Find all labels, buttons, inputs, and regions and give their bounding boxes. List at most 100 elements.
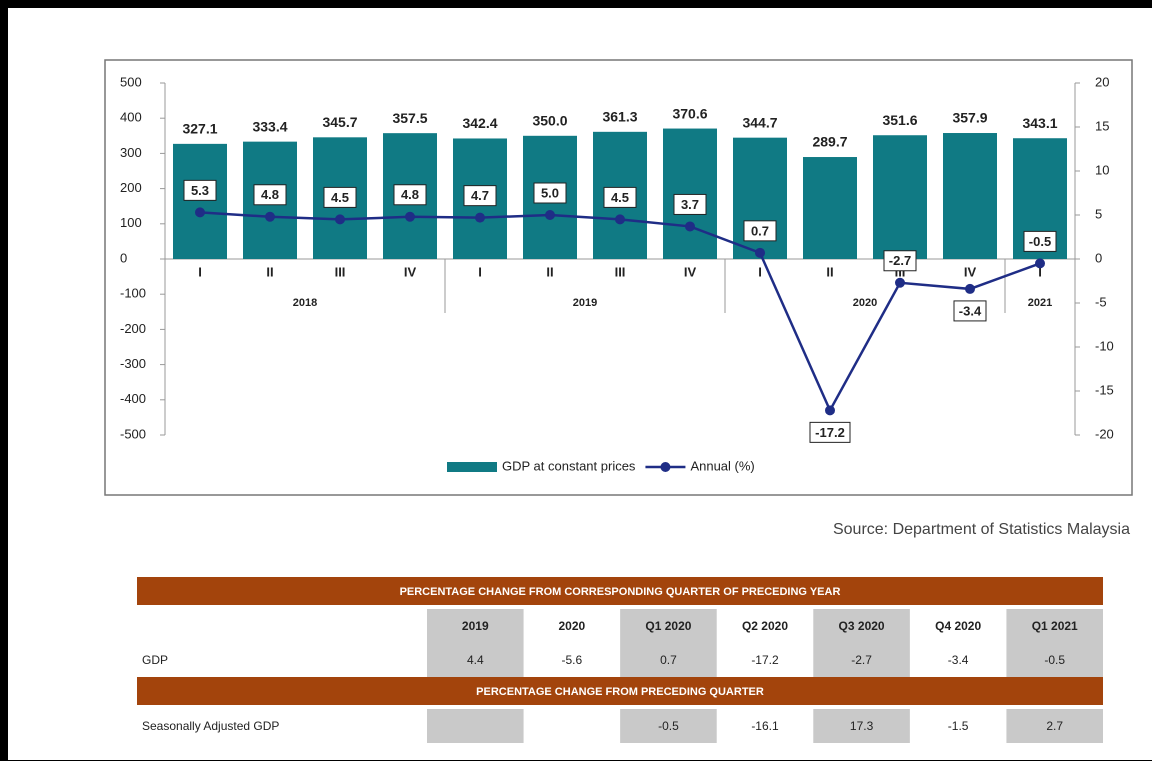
x-tick-label: I [758,264,762,279]
y-tick-label: 0 [120,250,127,265]
cell: 2.7 [1046,719,1063,733]
cell: -3.4 [948,653,969,667]
cell-shade [620,709,717,743]
line-marker [755,247,765,258]
line-marker [545,210,555,220]
line-label: 4.7 [471,188,489,203]
y2-tick-label: -20 [1095,426,1114,441]
y2-tick-label: -15 [1095,382,1114,397]
line-label: 5.3 [191,183,209,198]
y2-tick-label: 0 [1095,250,1102,265]
column-header: Q1 2020 [645,619,691,633]
line-marker [1035,258,1045,269]
cell-shade [813,643,910,677]
line-label: 4.5 [611,190,629,205]
line-marker [475,212,485,223]
legend-label: Annual (%) [690,458,754,473]
row-label: Seasonally Adjusted GDP [142,719,279,733]
bar [873,135,927,259]
line-label-box [953,300,987,322]
x-tick-label: II [266,264,273,279]
line-label: 3.7 [681,197,699,212]
line-label: -3.4 [959,303,982,318]
cell: -2.7 [851,653,872,667]
cell-shade [427,709,524,743]
x-tick-label: I [478,264,482,279]
cell-shade [1006,643,1103,677]
y-tick-label: -500 [120,426,146,441]
line-marker [195,207,205,218]
line-marker [615,214,625,225]
column-header: 2020 [559,619,586,633]
column-shade [813,609,910,643]
x-tick-label: II [826,264,833,279]
line-marker [405,211,415,222]
line-marker [335,214,345,225]
y2-tick-label: 15 [1095,118,1109,133]
x-tick-label: II [546,264,553,279]
column-header: Q1 2021 [1032,619,1078,633]
x-tick-label: I [198,264,202,279]
line-marker [825,405,835,416]
legend-marker [660,462,671,472]
line-label-box [183,179,217,201]
line-label: 0.7 [751,223,769,238]
column-shade [620,609,717,643]
x-tick-label: III [615,264,626,279]
line-label: 4.8 [261,187,279,202]
line-label-box [463,185,497,207]
column-header: Q3 2020 [839,619,885,633]
y-tick-label: -200 [120,321,146,336]
line-label: 4.5 [331,190,349,205]
y2-tick-label: 20 [1095,74,1109,89]
y2-tick-label: -10 [1095,338,1114,353]
group-label: 2019 [573,297,597,309]
x-tick-label: III [335,264,346,279]
line-marker [685,221,695,232]
bar-label: 327.1 [182,121,217,137]
line-label-box [673,193,707,215]
column-header: Q2 2020 [742,619,788,633]
group-label: 2018 [293,297,317,309]
y2-tick-label: 5 [1095,206,1102,221]
bar-label: 344.7 [742,114,777,130]
line-label-box [603,186,637,208]
y-tick-label: 200 [120,180,142,195]
bar-label: 357.9 [952,110,987,126]
cell: -0.5 [658,719,679,733]
cell: 17.3 [850,719,874,733]
bar-label: 361.3 [602,109,637,125]
y-tick-label: 100 [120,215,142,230]
line-label-box [883,250,917,272]
y2-tick-label: 10 [1095,162,1109,177]
line-label: 4.8 [401,187,419,202]
row-label: GDP [142,653,168,667]
y-tick-label: -300 [120,356,146,371]
cell: -0.5 [1044,653,1065,667]
cell: -16.1 [751,719,779,733]
line-label: -0.5 [1029,234,1051,249]
section-title: PERCENTAGE CHANGE FROM CORRESPONDING QUA… [400,586,841,598]
line-marker [265,211,275,222]
bar-label: 333.4 [252,118,287,134]
column-shade [427,609,524,643]
x-tick-label: III [895,264,906,279]
legend-label: GDP at constant prices [502,458,636,473]
line-marker [965,283,975,294]
y-tick-label: 500 [120,74,142,89]
bar-label: 343.1 [1022,115,1057,131]
bar [173,143,227,259]
section-header [137,577,1103,605]
bar-label: 350.0 [532,113,567,129]
section-title: PERCENTAGE CHANGE FROM PRECEDING QUARTER [476,686,764,698]
x-tick-label: IV [404,264,417,279]
y-tick-label: -100 [120,286,146,301]
line-label-box [1023,230,1057,252]
y-tick-label: 400 [120,110,142,125]
cell: 4.4 [467,653,484,667]
x-tick-label: IV [684,264,697,279]
line-label-box [393,184,427,206]
bar-label: 345.7 [322,114,357,130]
